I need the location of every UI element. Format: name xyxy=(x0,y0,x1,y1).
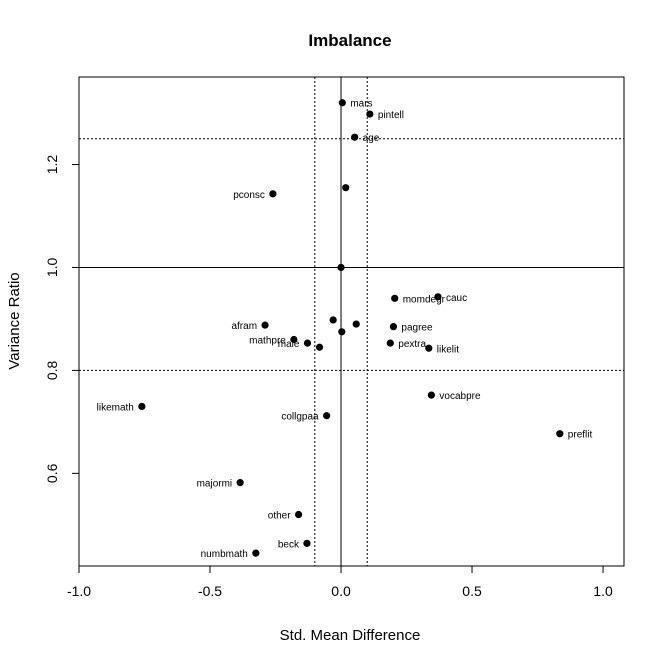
point-label: collgpaa xyxy=(281,412,319,423)
data-point xyxy=(315,343,324,351)
y-tick-label: 0.6 xyxy=(44,463,60,483)
point-label: momdegr xyxy=(403,294,446,305)
data-point xyxy=(269,190,277,198)
point-label: vocabpre xyxy=(439,391,481,402)
data-point xyxy=(386,339,394,347)
point-label: majormi xyxy=(197,479,233,490)
point-label: afram xyxy=(231,321,257,332)
point-label: likemath xyxy=(97,402,134,413)
data-point xyxy=(366,110,374,118)
data-point xyxy=(290,335,298,344)
point-label: pextra xyxy=(398,339,426,350)
data-point xyxy=(427,391,436,399)
point-label: pagree xyxy=(401,323,433,334)
data-point xyxy=(329,316,337,324)
y-tick-label: 1.2 xyxy=(44,155,60,175)
y-axis: 0.6 0.8 1.0 1.2 xyxy=(44,155,79,483)
chart-title: Imbalance xyxy=(308,31,391,50)
data-point xyxy=(252,549,260,557)
x-axis-title: Std. Mean Difference xyxy=(280,627,421,644)
point-label: cauc xyxy=(446,293,467,304)
point-label: male xyxy=(278,339,300,350)
point-label: beck xyxy=(278,539,300,550)
x-tick-label: 0.5 xyxy=(462,583,482,599)
data-point xyxy=(303,339,312,347)
data-point xyxy=(261,321,269,329)
x-tick-label: -0.5 xyxy=(198,583,222,599)
data-point xyxy=(294,510,303,519)
x-tick-label: -1.0 xyxy=(67,583,91,599)
data-point xyxy=(323,412,331,420)
data-point xyxy=(337,263,345,272)
data-point xyxy=(434,293,442,301)
data-point xyxy=(236,479,244,487)
point-label: likelit xyxy=(437,344,459,355)
y-axis-title: Variance Ratio xyxy=(6,272,23,369)
y-tick-label: 0.8 xyxy=(44,360,60,380)
point-label: numbmath xyxy=(201,549,248,560)
plot-frame xyxy=(78,76,625,567)
point-label: other xyxy=(268,511,291,522)
data-point xyxy=(303,539,311,547)
point-label: preflit xyxy=(568,430,593,441)
point-label: pintell xyxy=(378,110,404,121)
point-label: pconsc xyxy=(233,190,265,201)
data-point xyxy=(556,430,564,438)
data-point xyxy=(352,320,360,328)
x-tick-label: 1.0 xyxy=(593,583,613,599)
x-axis: -1.0 -0.5 0.0 0.5 1.0 xyxy=(67,566,613,599)
reference-lines xyxy=(79,77,624,566)
data-point xyxy=(138,402,146,411)
point-label: mars xyxy=(350,99,372,110)
point-label: mathpre xyxy=(249,336,286,347)
data-point xyxy=(342,184,350,192)
data-point xyxy=(338,99,346,107)
data-point xyxy=(351,133,359,141)
data-point xyxy=(389,323,398,331)
data-point xyxy=(425,344,433,352)
data-point xyxy=(338,328,346,336)
y-tick-label: 1.0 xyxy=(44,258,60,278)
data-point xyxy=(391,294,399,302)
point-label: age xyxy=(363,133,380,144)
points-layer: mars pintell age pconsc momdegr cauc afram pagr… xyxy=(97,99,593,560)
x-tick-label: 0.0 xyxy=(331,583,351,599)
